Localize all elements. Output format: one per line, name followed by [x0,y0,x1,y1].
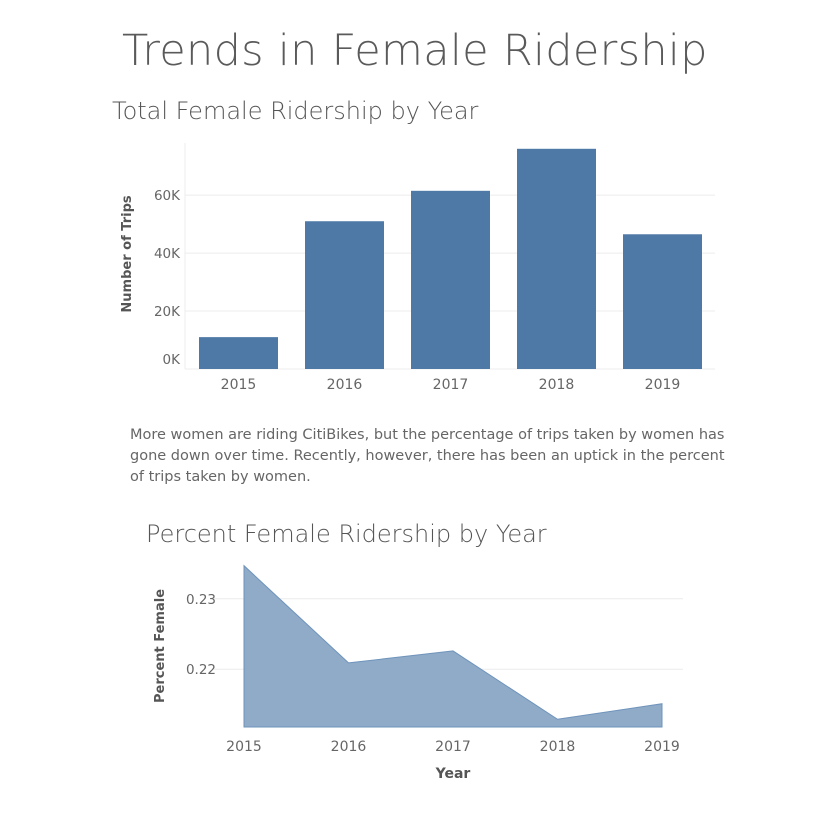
area-series-fill [243,564,663,728]
bar-x-tick-label: 2017 [433,377,469,393]
bar-x-tick-label: 2016 [327,377,363,393]
bar-x-tick-label: 2019 [645,377,681,393]
bar-2017 [411,190,490,369]
bar-2016 [305,221,384,369]
area-x-tick-label: 2017 [435,739,471,755]
bar-y-tick-label: 0K [163,352,182,368]
bar-y-tick-label: 20K [154,304,181,320]
area-x-tick-label: 2015 [226,739,262,755]
area-y-axis-label: Percent Female [153,589,168,703]
bar-y-tick-label: 60K [154,188,181,204]
area-x-tick-label: 2019 [644,739,680,755]
area-y-tick-label: 0.23 [186,592,216,608]
area-y-tick-label: 0.22 [186,662,216,678]
area-x-axis-label: Year [435,766,471,782]
area-x-tick-label: 2016 [331,739,367,755]
bar-x-tick-label: 2018 [539,377,575,393]
bar-2019 [623,234,702,369]
chart-description: More women are riding CitiBikes, but the… [130,427,725,485]
bar-2015 [199,337,278,369]
page-title: Trends in Female Ridership [122,26,708,76]
bar-2018 [517,148,596,369]
area-chart-title: Percent Female Ridership by Year [146,520,547,548]
bar-chart: 0K 20K 40K 60K 2015 2016 2017 2018 2019 Number … [120,143,715,393]
area-x-tick-label: 2018 [540,739,576,755]
bar-x-tick-label: 2015 [221,377,257,393]
bar-y-axis-label: Number of Trips [120,195,135,312]
bar-y-tick-label: 40K [154,246,181,262]
bar-chart-title: Total Female Ridership by Year [112,97,479,125]
